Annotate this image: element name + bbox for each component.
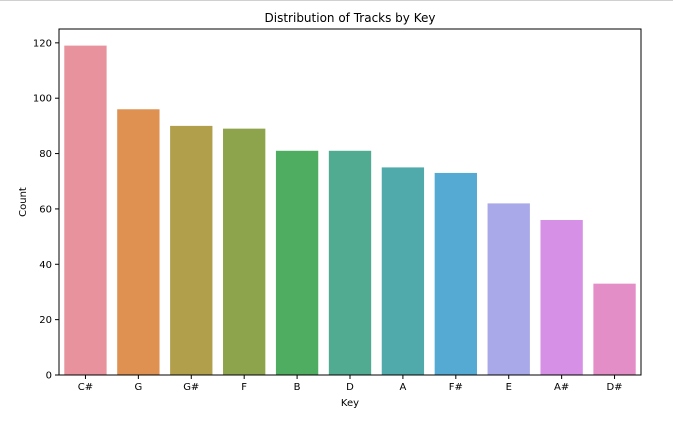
y-tick-label: 80 [39, 149, 52, 160]
bar-c-sharp [64, 45, 107, 375]
x-tick-label: C# [78, 382, 93, 393]
bar-d [328, 150, 372, 375]
x-axis: C# G G# F B D A F# E A# D# [78, 375, 623, 393]
x-tick-label: D# [606, 382, 622, 393]
y-tick-label: 20 [39, 315, 52, 326]
x-tick-label: E [506, 382, 512, 393]
x-tick-label: G# [183, 382, 199, 393]
x-tick-label: F# [449, 382, 463, 393]
y-tick-label: 60 [39, 204, 52, 215]
y-tick-label: 100 [33, 94, 52, 105]
chart-title: Distribution of Tracks by Key [265, 11, 436, 25]
x-tick-label: B [294, 382, 301, 393]
y-tick-label: 40 [39, 260, 52, 271]
bar-g [117, 109, 160, 375]
y-axis-label: Count [18, 187, 29, 217]
top-divider [0, 0, 673, 1]
bar-f [223, 128, 266, 375]
bar-b [275, 150, 319, 375]
x-tick-label: D [346, 382, 354, 393]
y-tick-label: 120 [33, 38, 52, 49]
y-tick-label: 0 [46, 371, 52, 382]
x-tick-label: F [241, 382, 247, 393]
bar-e [487, 203, 530, 375]
x-tick-label: A# [554, 382, 569, 393]
x-tick-label: A [399, 382, 406, 393]
bar-a-sharp [540, 219, 583, 375]
bar-f-sharp [434, 172, 477, 375]
y-axis: 0 20 40 60 80 100 120 [33, 38, 59, 382]
x-tick-label: G [134, 382, 142, 393]
bar-a [381, 167, 425, 375]
bar-g-sharp [170, 125, 213, 375]
bars-group [64, 45, 636, 375]
bar-d-sharp [593, 283, 636, 375]
x-axis-label: Key [341, 398, 359, 409]
